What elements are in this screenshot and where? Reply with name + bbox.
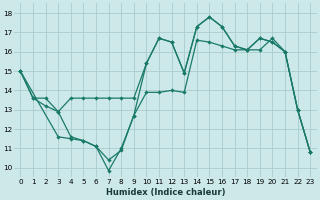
X-axis label: Humidex (Indice chaleur): Humidex (Indice chaleur) — [106, 188, 225, 197]
